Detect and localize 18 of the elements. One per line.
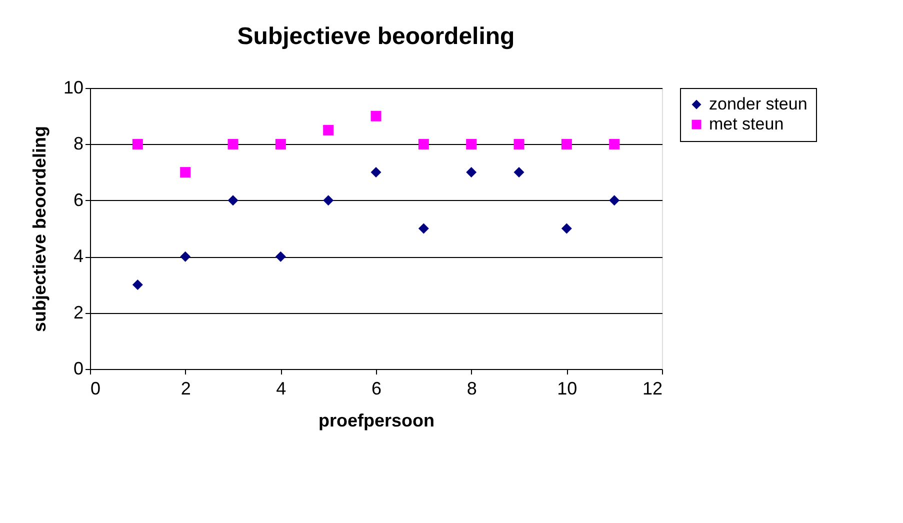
y-tick-label: 0 [73, 358, 84, 378]
chart-title: Subjectieve beoordeling [237, 23, 515, 50]
y-tick-label: 4 [73, 246, 84, 266]
x-tick-label: 0 [90, 378, 101, 398]
y-tick-label: 2 [73, 302, 84, 322]
x-tick-label: 8 [466, 378, 477, 398]
x-tick-label: 6 [371, 378, 382, 398]
legend-label: zonder steun [709, 94, 808, 114]
y-tick-label: 8 [73, 134, 84, 154]
x-tick-label: 10 [557, 378, 578, 398]
y-axis-title: subjectieve beoordeling [29, 126, 50, 332]
legend-label: met steun [709, 114, 784, 134]
y-tick-label: 10 [63, 78, 84, 98]
x-tick-label: 12 [642, 378, 662, 398]
x-tick-label: 4 [276, 378, 286, 398]
x-tick-label: 2 [180, 378, 191, 398]
x-axis-title: proefpersoon [318, 410, 435, 430]
y-tick-label: 6 [73, 190, 84, 210]
